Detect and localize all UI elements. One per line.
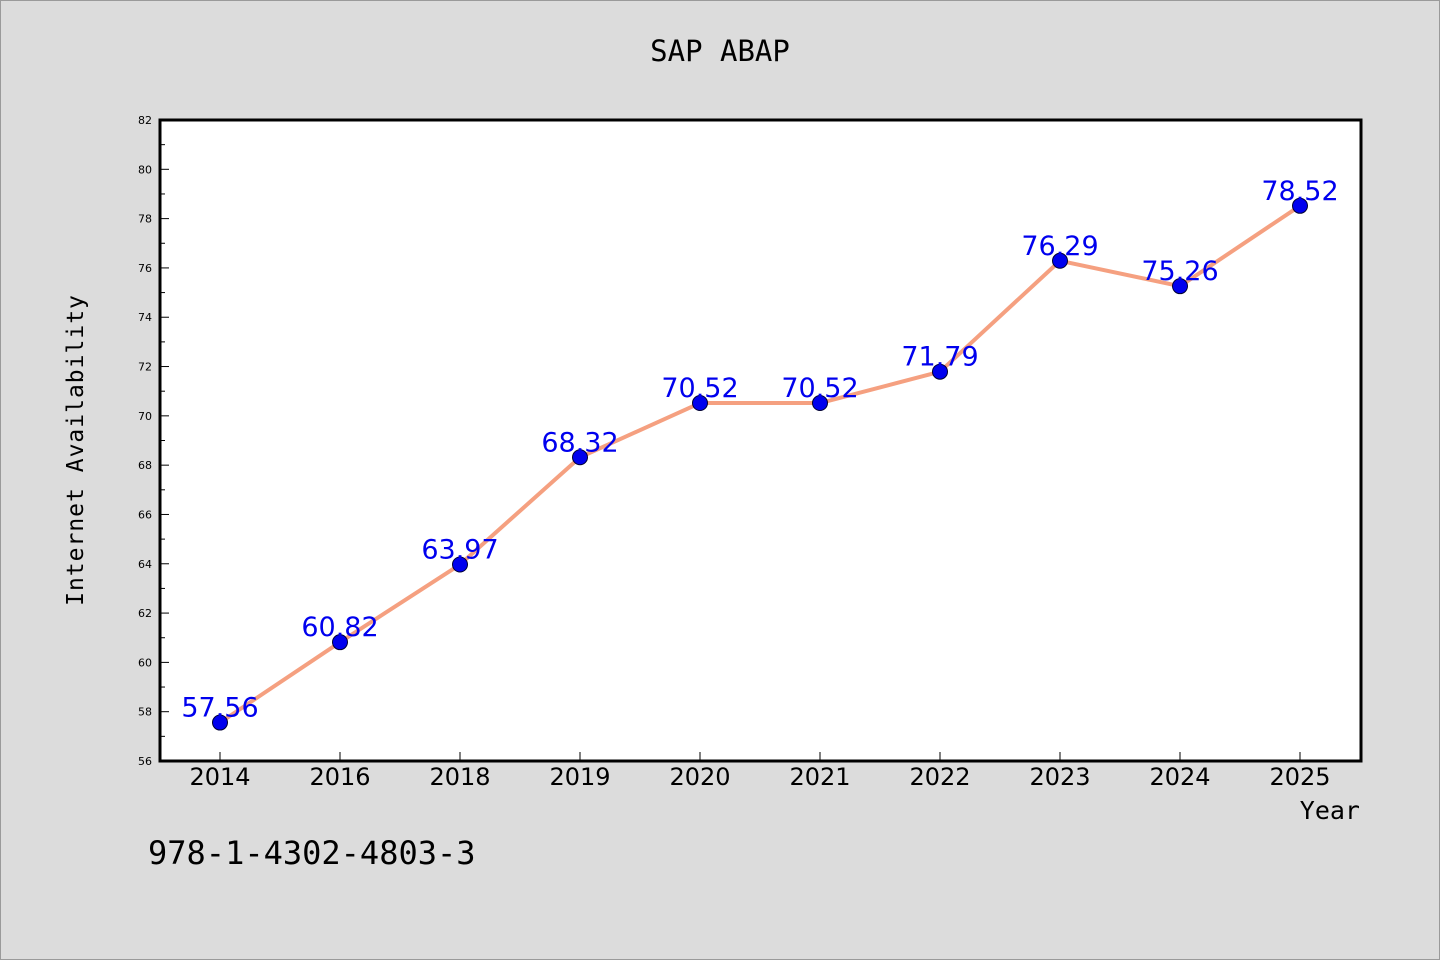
footnote-isbn: 978-1-4302-4803-3 [148, 834, 476, 872]
chart-title: SAP ABAP [650, 34, 790, 68]
data-point [572, 449, 588, 466]
data-point [932, 363, 948, 380]
data-label: 70.52 [661, 373, 738, 404]
x-tick-label: 2022 [909, 763, 970, 791]
x-tick-label: 2024 [1149, 763, 1210, 791]
data-label: 78.52 [1261, 176, 1338, 207]
y-tick-label: 64 [138, 558, 152, 571]
data-point [452, 556, 468, 573]
series-line-group [218, 203, 1302, 725]
y-axis-label: Internet Availability [63, 294, 89, 606]
y-tick-label: 76 [138, 262, 152, 275]
series-line [218, 203, 1302, 725]
x-tick-label: 2020 [669, 763, 730, 791]
data-label: 57.56 [181, 693, 258, 724]
data-point [1172, 278, 1188, 295]
x-tick-label: 2023 [1029, 763, 1090, 791]
y-tick-label: 60 [138, 656, 152, 669]
data-point [332, 634, 348, 651]
data-point [212, 714, 228, 731]
data-label: 76.29 [1021, 231, 1098, 262]
y-tick-label: 62 [138, 607, 152, 620]
data-label: 71.79 [901, 342, 978, 373]
data-label: 60.82 [301, 612, 378, 643]
data-label: 68.32 [541, 427, 618, 458]
y-tick-label: 74 [138, 311, 152, 324]
y-tick-label: 80 [138, 163, 152, 176]
x-tick-label: 2025 [1269, 763, 1330, 791]
y-axis: 56 58 60 62 64 66 68 70 72 74 76 78 80 82 [138, 114, 169, 768]
data-label: 75.26 [1141, 256, 1218, 287]
x-axis: 2014 2016 2018 2019 2020 2021 2022 2023 2024 2025 [189, 752, 1331, 791]
data-point [1292, 197, 1308, 214]
data-point [812, 395, 828, 412]
x-axis-label: Year [1299, 796, 1360, 825]
data-point [1052, 252, 1068, 269]
y-tick-label: 68 [138, 459, 152, 472]
data-label: 63.97 [421, 535, 498, 566]
y-tick-label: 56 [138, 755, 152, 768]
x-tick-label: 2021 [789, 763, 850, 791]
data-label: 70.52 [781, 373, 858, 404]
x-tick-label: 2016 [309, 763, 370, 791]
y-tick-label: 72 [138, 361, 152, 374]
x-tick-label: 2019 [549, 763, 610, 791]
x-tick-label: 2014 [189, 763, 250, 791]
y-tick-label: 58 [138, 706, 152, 719]
data-point [692, 395, 708, 412]
plot-area [158, 118, 1363, 763]
x-tick-label: 2018 [429, 763, 490, 791]
data-label-group: 57.56 60.82 63.97 68.32 70.52 70.52 71.79 76.29… [181, 176, 1338, 724]
y-tick-label: 70 [138, 410, 152, 423]
marker-group [212, 197, 1308, 731]
y-tick-label: 78 [138, 213, 152, 226]
y-tick-label: 66 [138, 508, 152, 521]
y-tick-label: 82 [138, 114, 152, 127]
